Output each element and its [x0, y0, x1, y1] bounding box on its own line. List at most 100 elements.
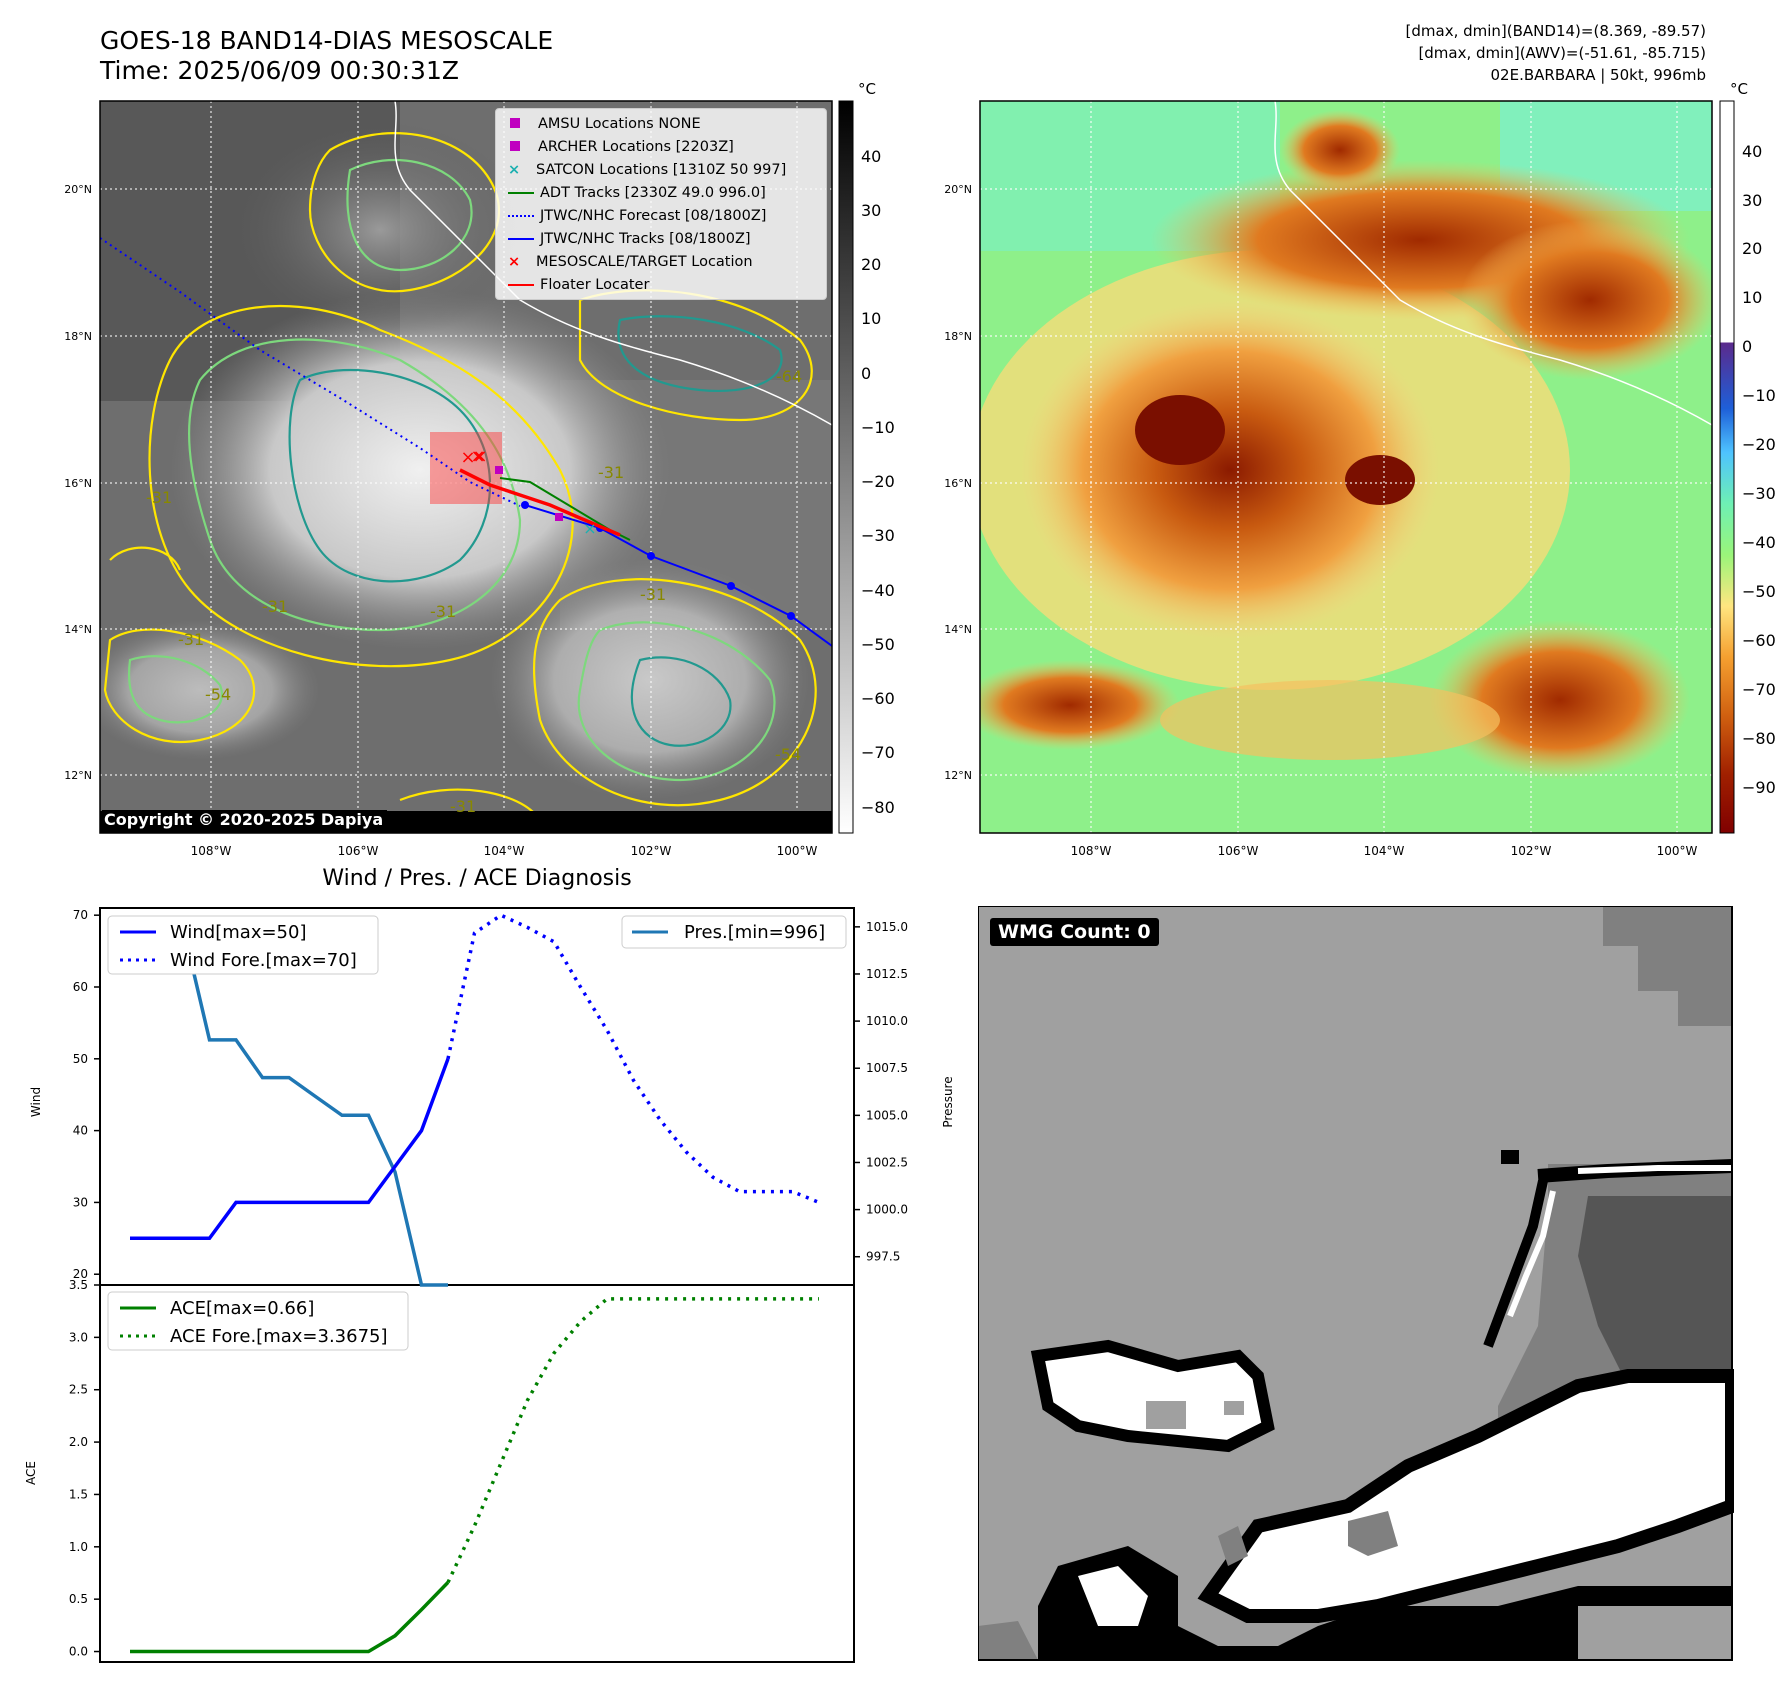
ace-ylabel: ACE	[24, 1461, 38, 1485]
legend-wind-fore: Wind Fore.[max=70]	[170, 950, 357, 971]
lat-label: 20°N	[944, 183, 972, 196]
contour-label: -31	[178, 630, 204, 649]
legend-tracks: JTWC/NHC Tracks [08/1800Z]	[540, 231, 751, 247]
ace-tick-label: 3.5	[69, 1278, 88, 1292]
pressure-series-line	[130, 925, 448, 1287]
colorbar-tick: −80	[1742, 729, 1776, 748]
colorbar-tick: −50	[861, 635, 895, 654]
colorbar-tick: 10	[861, 309, 881, 328]
ace-tick-label: 0.0	[69, 1645, 88, 1659]
lat-label: 20°N	[64, 183, 92, 196]
colorbar-tick: −20	[1742, 435, 1776, 454]
wind-legend: Wind[max=50] Wind Fore.[max=70]	[107, 915, 379, 975]
legend-pres: Pres.[min=996]	[684, 922, 825, 943]
colorbar-tick: −50	[1742, 582, 1776, 601]
contour-label: -31	[430, 602, 456, 621]
wind-tick-label: 60	[73, 980, 88, 994]
colorbar-tick: 0	[861, 364, 871, 383]
colorbar-tick: −40	[1742, 533, 1776, 552]
ace-tick-label: 3.0	[69, 1330, 88, 1344]
colorbar-tick: −70	[861, 743, 895, 762]
lat-label: 14°N	[64, 623, 92, 636]
contour-label: -31	[262, 597, 288, 616]
ace-forecast-series-line	[446, 1297, 819, 1584]
svg-text:×: ×	[472, 446, 487, 467]
ir-colorbar-unit: °C	[858, 80, 876, 98]
ace-series-line	[130, 1581, 450, 1654]
product-time: Time: 2025/06/09 00:30:31Z	[100, 56, 459, 85]
wind-forecast-series-line	[446, 913, 820, 1205]
wind-series-line	[130, 1058, 450, 1241]
pres-legend: Pres.[min=996]	[621, 915, 847, 949]
wv-map-panel: 20°N 18°N 16°N 14°N 12°N 108°W 106°W 104…	[944, 80, 1776, 858]
wind-ylabel: Wind	[29, 1087, 43, 1117]
product-title: GOES-18 BAND14-DIAS MESOSCALE	[100, 26, 554, 55]
legend-amsu: AMSU Locations NONE	[538, 116, 701, 132]
lat-label: 16°N	[944, 477, 972, 490]
svg-text:×: ×	[583, 519, 596, 538]
wind-tick-label: 50	[73, 1052, 88, 1066]
colorbar-tick: 30	[861, 201, 881, 220]
contour-label: -54	[205, 685, 231, 704]
wind-tick-label: 30	[73, 1195, 88, 1209]
lon-label: 106°W	[1218, 844, 1259, 858]
svg-text:×: ×	[460, 447, 475, 468]
pressure-tick-label: 1002.5	[866, 1155, 908, 1169]
contour-label: -54	[775, 745, 801, 764]
wind-tick-label: 20	[73, 1267, 88, 1281]
lat-label: 12°N	[64, 769, 92, 782]
diagnosis-title: Wind / Pres. / ACE Diagnosis	[322, 866, 632, 891]
legend-adt: ADT Tracks [2330Z 49.0 996.0]	[540, 185, 766, 201]
wmg-count-badge: WMG Count: 0	[990, 918, 1159, 946]
pressure-tick-label: 997.5	[866, 1250, 900, 1264]
legend-wind: Wind[max=50]	[170, 922, 307, 943]
ace-tick-label: 1.5	[69, 1487, 88, 1501]
colorbar-tick: 20	[861, 255, 881, 274]
contour-label: -64	[776, 367, 802, 386]
legend-satcon: SATCON Locations [1310Z 50 997]	[536, 162, 787, 178]
ace-legend: ACE[max=0.66] ACE Fore.[max=3.3675]	[107, 1291, 409, 1351]
pressure-tick-label: 1012.5	[866, 967, 908, 981]
lon-label: 102°W	[1511, 844, 1552, 858]
colorbar-tick: −20	[861, 472, 895, 491]
lat-label: 18°N	[944, 330, 972, 343]
colorbar-tick: 30	[1742, 191, 1762, 210]
colorbar-tick: 0	[1742, 337, 1752, 356]
satcon-legend-symbol: ×	[508, 162, 521, 178]
archer-legend-symbol	[510, 141, 520, 151]
ace-tick-label: 2.0	[69, 1435, 88, 1449]
colorbar-tick: −90	[1742, 778, 1776, 797]
colorbar-tick: −40	[861, 581, 895, 600]
lon-label: 100°W	[777, 844, 818, 858]
colorbar-tick: −80	[861, 798, 895, 817]
pressure-tick-label: 1015.0	[866, 920, 908, 934]
pressure-tick-label: 1007.5	[866, 1061, 908, 1075]
legend-ace-fore: ACE Fore.[max=3.3675]	[170, 1326, 388, 1347]
ace-tick-label: 1.0	[69, 1540, 88, 1554]
lon-label: 106°W	[338, 844, 379, 858]
wind-tick-label: 40	[73, 1124, 88, 1138]
copyright-label: Copyright © 2020-2025 Dapiya	[102, 810, 388, 830]
target-legend-symbol: ×	[508, 254, 521, 270]
forecast-legend-symbol	[508, 215, 534, 217]
lon-label: 108°W	[191, 844, 232, 858]
amsu-legend-symbol	[510, 118, 520, 128]
contour-label: -31	[146, 488, 172, 507]
lon-label: 108°W	[1071, 844, 1112, 858]
diagnosis-chart: Wind Pressure ACE 70 60 50 40 30 20 1015.0 101…	[24, 907, 955, 1663]
contour-label: -31	[450, 797, 476, 816]
contour-label: -31	[598, 463, 624, 482]
pressure-tick-label: 1005.0	[866, 1108, 908, 1122]
wmg-panel	[978, 906, 1734, 1661]
ace-tick-label: 0.5	[69, 1592, 88, 1606]
colorbar-tick: −30	[1742, 484, 1776, 503]
dmax-awv-text: [dmax, dmin](AWV)=(-51.61, -85.715)	[1418, 44, 1706, 62]
ace-tick-label: 2.5	[69, 1383, 88, 1397]
colorbar-tick: −70	[1742, 680, 1776, 699]
colorbar-tick: −30	[861, 526, 895, 545]
lat-label: 12°N	[944, 769, 972, 782]
pressure-ylabel: Pressure	[941, 1076, 955, 1127]
wind-tick-label: 70	[73, 908, 88, 922]
colorbar-tick: −10	[1742, 386, 1776, 405]
svg-text:×: ×	[470, 446, 485, 467]
